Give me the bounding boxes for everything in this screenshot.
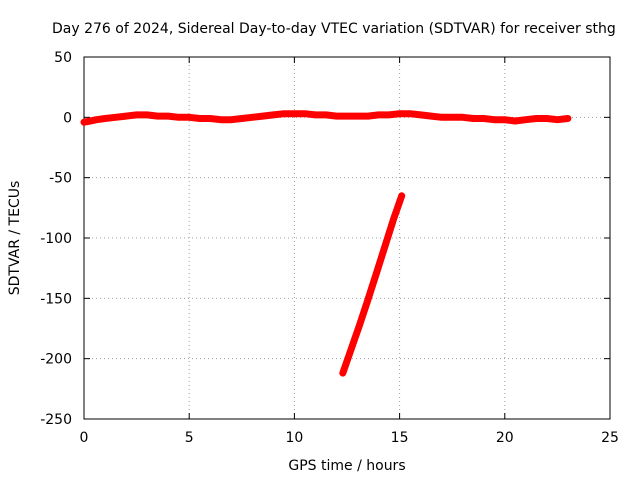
chart-title: Day 276 of 2024, Sidereal Day-to-day VTE…: [52, 21, 616, 37]
series-layer: [80, 110, 572, 377]
x-tick-label: 5: [185, 430, 194, 446]
data-point: [348, 346, 355, 352]
y-tick-label: 50: [54, 50, 72, 66]
data-point: [354, 113, 361, 120]
data-point: [480, 115, 487, 122]
data-point: [449, 114, 456, 121]
data-point: [112, 114, 119, 121]
data-point: [386, 111, 393, 118]
data-point: [165, 113, 172, 120]
data-point: [512, 118, 519, 124]
y-tick-label: 0: [63, 110, 72, 126]
data-point: [186, 114, 193, 121]
data-point: [249, 114, 256, 121]
data-point: [301, 110, 308, 117]
data-point: [217, 116, 224, 123]
x-tick-label: 25: [601, 430, 619, 446]
data-point: [238, 115, 245, 122]
data-point: [554, 116, 561, 123]
data-point: [196, 115, 203, 122]
data-point: [428, 113, 435, 120]
data-point: [459, 114, 466, 121]
data-point: [93, 116, 100, 123]
x-tick-label: 10: [285, 430, 303, 446]
data-point: [356, 321, 363, 328]
data-point: [312, 111, 319, 118]
data-point: [144, 111, 151, 118]
x-tick-label: 0: [80, 430, 89, 446]
data-point: [491, 116, 498, 123]
data-point: [123, 113, 130, 120]
x-tick-label: 15: [391, 430, 409, 446]
y-tick-label: -250: [40, 412, 72, 428]
y-tick-label: -50: [49, 171, 72, 187]
data-point: [291, 110, 298, 117]
data-point: [280, 110, 287, 117]
data-point: [564, 115, 571, 122]
data-point: [543, 115, 550, 122]
y-tick-label: -100: [40, 231, 72, 247]
data-point: [470, 115, 477, 122]
data-point: [381, 243, 388, 250]
data-point: [175, 114, 182, 121]
data-point: [522, 116, 529, 123]
y-tick-label: -200: [40, 352, 72, 368]
data-point: [365, 296, 371, 303]
data-point: [398, 192, 405, 199]
data-point: [373, 270, 380, 276]
series-line-2: [339, 192, 406, 377]
data-point: [323, 111, 329, 118]
data-point: [438, 114, 445, 121]
x-axis-label: GPS time / hours: [288, 458, 405, 474]
data-point: [533, 115, 540, 122]
data-point: [102, 115, 108, 122]
y-tick-label: -150: [40, 291, 72, 307]
data-point: [344, 113, 350, 120]
data-point: [417, 111, 424, 118]
data-point: [407, 110, 414, 117]
data-point: [333, 113, 340, 120]
data-point: [501, 116, 508, 123]
x-tick-label: 20: [496, 430, 514, 446]
data-point: [154, 113, 161, 120]
data-point: [365, 113, 371, 120]
data-point: [339, 370, 346, 377]
data-point: [87, 118, 94, 124]
data-point: [228, 116, 235, 123]
data-point: [207, 115, 214, 122]
data-point: [396, 110, 403, 117]
data-point: [133, 111, 140, 118]
data-point: [259, 113, 266, 120]
axis-ticks: 0 5 10 15 20 25 -250 -200 -150 -100 -50 0 50: [40, 50, 619, 446]
data-point: [81, 119, 87, 126]
data-point: [375, 111, 382, 118]
data-point: [390, 216, 397, 223]
data-point: [270, 111, 277, 118]
y-axis-label: SDTVAR / TECUs: [7, 181, 23, 296]
